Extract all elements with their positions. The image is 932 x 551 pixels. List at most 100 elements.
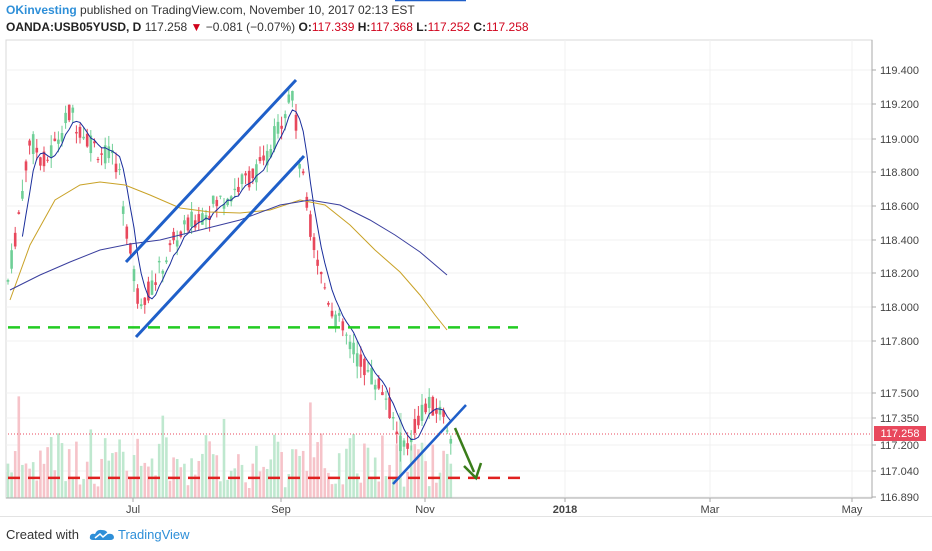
volume-bars bbox=[6, 396, 453, 498]
volume-bar bbox=[363, 443, 366, 498]
volume-bar bbox=[208, 441, 211, 498]
candle-body bbox=[384, 398, 388, 400]
volume-bar bbox=[327, 472, 330, 498]
volume-bar bbox=[355, 473, 359, 498]
candle-body bbox=[132, 269, 136, 282]
volume-bar bbox=[431, 444, 435, 498]
price-chart[interactable]: 119.400 119.200 119.000 118.800 118.600 118.4… bbox=[0, 0, 932, 516]
candle-body bbox=[294, 114, 298, 131]
volume-bar bbox=[197, 460, 201, 498]
candle-body bbox=[337, 313, 341, 316]
y-tick-label: 118.800 bbox=[880, 167, 919, 179]
down-arrow-icon bbox=[463, 462, 483, 481]
last-price-tag: 117.258 bbox=[874, 426, 926, 441]
volume-bar bbox=[348, 438, 352, 498]
y-tick-label: 116.890 bbox=[880, 492, 919, 504]
candle-body bbox=[121, 206, 125, 214]
volume-bar bbox=[183, 463, 186, 498]
candle-body bbox=[175, 240, 179, 247]
tradingview-brand-link[interactable]: TradingView bbox=[118, 527, 190, 542]
volume-bar bbox=[179, 467, 183, 498]
candle-body bbox=[10, 250, 13, 269]
candle-body bbox=[31, 134, 35, 154]
volume-bar bbox=[247, 487, 251, 498]
volume-bar bbox=[10, 472, 13, 498]
price-change: −0.081 (−0.07%) bbox=[205, 20, 296, 34]
candle-body bbox=[316, 259, 319, 266]
candle-body bbox=[309, 214, 312, 237]
author-link[interactable]: OKinvesting bbox=[6, 3, 77, 17]
volume-bar bbox=[377, 481, 381, 498]
candle-body bbox=[229, 196, 233, 202]
candle-body bbox=[373, 384, 377, 390]
candle-body bbox=[323, 287, 327, 289]
candle-body bbox=[96, 159, 100, 161]
candle-body bbox=[186, 217, 190, 231]
candle-body bbox=[399, 435, 402, 452]
channel-upper-line bbox=[124, 78, 298, 264]
volume-bar bbox=[154, 475, 157, 498]
candle-body bbox=[391, 417, 395, 419]
candle-body bbox=[24, 161, 28, 171]
x-tick-label: Nov bbox=[415, 504, 435, 516]
candle-body bbox=[168, 243, 172, 246]
x-tick-label: Sep bbox=[271, 504, 291, 516]
change-down-icon: ▼ bbox=[190, 20, 203, 34]
candle-body bbox=[89, 135, 93, 154]
volume-bar bbox=[255, 445, 258, 498]
volume-bar bbox=[85, 461, 89, 498]
candle-body bbox=[388, 397, 391, 419]
candle-body bbox=[449, 438, 453, 444]
symbol-name: OANDA:USB05YUSD, D bbox=[6, 20, 142, 34]
x-axis: Jul Sep Nov 2018 Mar May bbox=[6, 497, 872, 516]
candle-body bbox=[42, 151, 46, 167]
volume-bar bbox=[309, 402, 312, 498]
volume-bar bbox=[103, 438, 107, 498]
candle-body bbox=[276, 121, 280, 134]
volume-bar bbox=[136, 438, 139, 498]
candle-body bbox=[82, 136, 85, 139]
volume-bar bbox=[42, 463, 46, 498]
volume-bar bbox=[60, 443, 64, 498]
candle-body bbox=[6, 280, 10, 282]
candle-body bbox=[39, 157, 42, 166]
candle-body bbox=[445, 430, 449, 432]
volume-bar bbox=[384, 476, 388, 498]
footer: Created with TradingView bbox=[0, 516, 932, 551]
volume-bar bbox=[193, 474, 197, 498]
volume-bar bbox=[129, 477, 132, 498]
y-tick-label: 118.000 bbox=[880, 302, 919, 314]
volume-bar bbox=[352, 434, 355, 498]
candle-body bbox=[438, 406, 442, 415]
candle-body bbox=[352, 342, 355, 355]
candle-body bbox=[363, 358, 366, 376]
volume-bar bbox=[276, 441, 280, 498]
candle-body bbox=[424, 403, 427, 413]
candle-body bbox=[406, 443, 409, 449]
volume-bar bbox=[391, 478, 395, 498]
candle-body bbox=[431, 396, 435, 416]
candle-body bbox=[240, 174, 244, 184]
candle-body bbox=[283, 114, 287, 119]
volume-bar bbox=[165, 437, 168, 498]
candle-body bbox=[71, 107, 75, 113]
candle-body bbox=[319, 271, 323, 275]
volume-bar bbox=[71, 478, 75, 498]
volume-bar bbox=[31, 462, 35, 498]
volume-bar bbox=[359, 482, 363, 498]
publish-line: OKinvesting published on TradingView.com… bbox=[6, 2, 906, 19]
candle-body bbox=[46, 159, 49, 161]
volume-bar bbox=[233, 468, 237, 498]
candle-body bbox=[125, 226, 129, 239]
ma-mid-line bbox=[9, 181, 448, 331]
candles bbox=[6, 87, 453, 462]
volume-bar bbox=[449, 463, 453, 498]
candle-body bbox=[28, 140, 31, 146]
candle-body bbox=[139, 304, 143, 307]
volume-bar bbox=[125, 470, 129, 498]
x-tick-label: Jul bbox=[126, 504, 140, 516]
x-tick-label: May bbox=[842, 504, 863, 516]
volume-bar bbox=[21, 464, 24, 498]
volume-bar bbox=[49, 437, 53, 498]
volume-bar bbox=[93, 483, 96, 498]
